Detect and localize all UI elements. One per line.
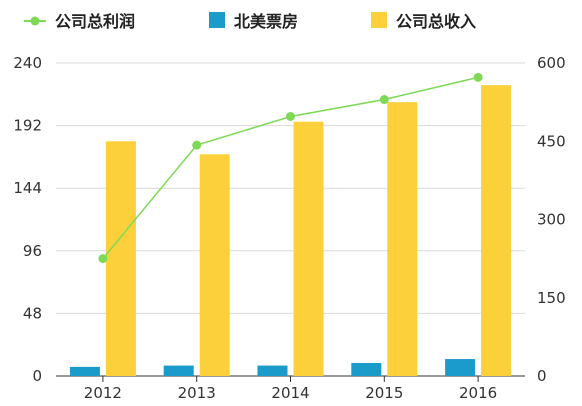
profit-point (379, 95, 389, 105)
bar-na-box-office (163, 365, 194, 376)
x-tick-label: 2016 (459, 384, 497, 402)
bar-revenue (199, 154, 230, 376)
left-tick-label: 144 (13, 179, 42, 197)
x-tick-label: 2014 (271, 384, 309, 402)
left-tick-label: 192 (13, 117, 42, 135)
left-tick-label: 48 (23, 304, 42, 322)
right-tick-label: 600 (537, 54, 566, 72)
bar-revenue (293, 121, 324, 376)
bar-na-box-office (445, 359, 476, 376)
profit-point (192, 140, 202, 150)
x-tick-label: 2015 (365, 384, 403, 402)
left-tick-label: 240 (13, 54, 42, 72)
bar-revenue (105, 141, 136, 376)
left-tick-label: 96 (23, 242, 42, 260)
legend-item-profit[interactable]: 公司总利润 (24, 12, 135, 31)
profit-line (98, 72, 483, 264)
legend-label-revenue: 公司总收入 (396, 12, 476, 31)
legend-item-na-box-office[interactable]: 北美票房 (209, 12, 298, 31)
legend-label-profit: 公司总利润 (55, 12, 135, 31)
legend-item-revenue[interactable]: 公司总收入 (371, 12, 476, 31)
right-tick-label: 300 (537, 211, 566, 229)
bar-na-box-office (257, 365, 288, 376)
right-tick-label: 150 (537, 289, 566, 307)
right-tick-label: 0 (537, 367, 547, 385)
profit-point (473, 72, 483, 82)
x-tick-label: 2012 (84, 384, 122, 402)
left-axis: 0 48 96 144 192 240 (13, 54, 42, 385)
profit-point (98, 254, 108, 264)
right-axis: 0 150 300 450 600 (537, 54, 566, 385)
bar-na-box-office (69, 366, 100, 376)
x-axis: 2012 2013 2014 2015 2016 (84, 376, 497, 402)
bars (69, 85, 512, 376)
profit-point (286, 111, 295, 121)
right-tick-label: 450 (537, 132, 566, 150)
bar-revenue (387, 102, 418, 376)
legend-label-na-box-office: 北美票房 (234, 12, 298, 31)
legend: 公司总利润 北美票房 公司总收入 (24, 12, 476, 31)
bar-revenue (481, 85, 512, 376)
bar-na-box-office (351, 362, 382, 376)
left-tick-label: 0 (32, 367, 42, 385)
profit-line-path (102, 76, 479, 260)
x-tick-label: 2013 (178, 384, 216, 402)
